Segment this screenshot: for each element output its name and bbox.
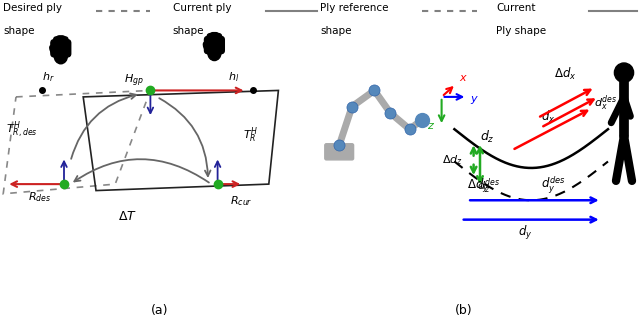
Text: shape: shape [320, 26, 351, 36]
Text: $h_l$: $h_l$ [228, 71, 239, 84]
FancyBboxPatch shape [51, 40, 60, 57]
Circle shape [614, 63, 634, 82]
Text: Current: Current [496, 3, 536, 13]
Text: $d_z^{des}$: $d_z^{des}$ [477, 176, 500, 196]
Text: $x$: $x$ [460, 73, 468, 83]
FancyBboxPatch shape [205, 36, 214, 54]
FancyBboxPatch shape [207, 34, 216, 54]
Text: $\Delta d_y$: $\Delta d_y$ [467, 177, 490, 195]
Text: shape: shape [3, 26, 35, 36]
Text: $y$: $y$ [470, 94, 479, 106]
Text: $h_r$: $h_r$ [42, 71, 54, 84]
Ellipse shape [204, 43, 209, 52]
Text: (a): (a) [151, 304, 169, 317]
Text: $d_x$: $d_x$ [541, 109, 556, 125]
Text: $R_{des}$: $R_{des}$ [28, 191, 51, 204]
Text: shape: shape [173, 26, 204, 36]
Text: $d_y^{des}$: $d_y^{des}$ [541, 175, 566, 196]
FancyBboxPatch shape [325, 144, 354, 160]
Text: $d_z$: $d_z$ [480, 129, 495, 145]
Text: Ply reference: Ply reference [320, 3, 388, 13]
FancyBboxPatch shape [212, 34, 221, 54]
Ellipse shape [207, 44, 221, 61]
Text: $\Delta d_z$: $\Delta d_z$ [442, 153, 463, 167]
Text: $\Delta d_x$: $\Delta d_x$ [554, 66, 576, 82]
FancyBboxPatch shape [215, 36, 225, 54]
FancyBboxPatch shape [61, 40, 70, 57]
Text: $d_x^{des}$: $d_x^{des}$ [594, 93, 617, 113]
Text: $T_{R,des}^H$: $T_{R,des}^H$ [6, 119, 38, 140]
Text: Current ply: Current ply [173, 3, 231, 13]
FancyBboxPatch shape [210, 33, 219, 54]
Text: $d_y$: $d_y$ [518, 224, 533, 242]
FancyBboxPatch shape [54, 37, 63, 57]
Ellipse shape [54, 47, 68, 64]
FancyBboxPatch shape [59, 37, 68, 57]
Text: $T_R^H$: $T_R^H$ [243, 126, 259, 145]
Text: $z$: $z$ [428, 121, 435, 131]
Text: Ply shape: Ply shape [496, 26, 546, 36]
Text: $R_{cur}$: $R_{cur}$ [230, 194, 253, 208]
Text: Desired ply: Desired ply [3, 3, 62, 13]
Ellipse shape [50, 46, 56, 56]
Text: $\Delta T$: $\Delta T$ [118, 210, 138, 223]
Text: (b): (b) [455, 304, 473, 317]
Text: $H_{gp}$: $H_{gp}$ [124, 73, 145, 89]
FancyBboxPatch shape [56, 36, 65, 57]
